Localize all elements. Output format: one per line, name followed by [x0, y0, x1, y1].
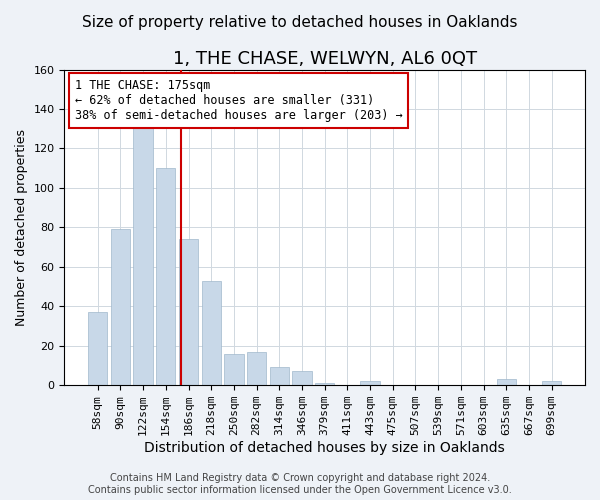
Y-axis label: Number of detached properties: Number of detached properties [15, 129, 28, 326]
Bar [542, 382, 562, 385]
Bar [156, 168, 175, 385]
Bar [497, 380, 516, 385]
Bar [133, 123, 153, 385]
Bar [224, 354, 244, 385]
Bar [292, 372, 311, 385]
Text: Contains HM Land Registry data © Crown copyright and database right 2024.
Contai: Contains HM Land Registry data © Crown c… [88, 474, 512, 495]
Text: Size of property relative to detached houses in Oaklands: Size of property relative to detached ho… [82, 15, 518, 30]
Text: 1 THE CHASE: 175sqm
← 62% of detached houses are smaller (331)
38% of semi-detac: 1 THE CHASE: 175sqm ← 62% of detached ho… [75, 79, 403, 122]
Bar [111, 230, 130, 385]
Bar [269, 368, 289, 385]
Bar [361, 382, 380, 385]
X-axis label: Distribution of detached houses by size in Oaklands: Distribution of detached houses by size … [145, 441, 505, 455]
Title: 1, THE CHASE, WELWYN, AL6 0QT: 1, THE CHASE, WELWYN, AL6 0QT [173, 50, 477, 68]
Bar [315, 383, 334, 385]
Bar [179, 239, 198, 385]
Bar [202, 280, 221, 385]
Bar [88, 312, 107, 385]
Bar [247, 352, 266, 385]
